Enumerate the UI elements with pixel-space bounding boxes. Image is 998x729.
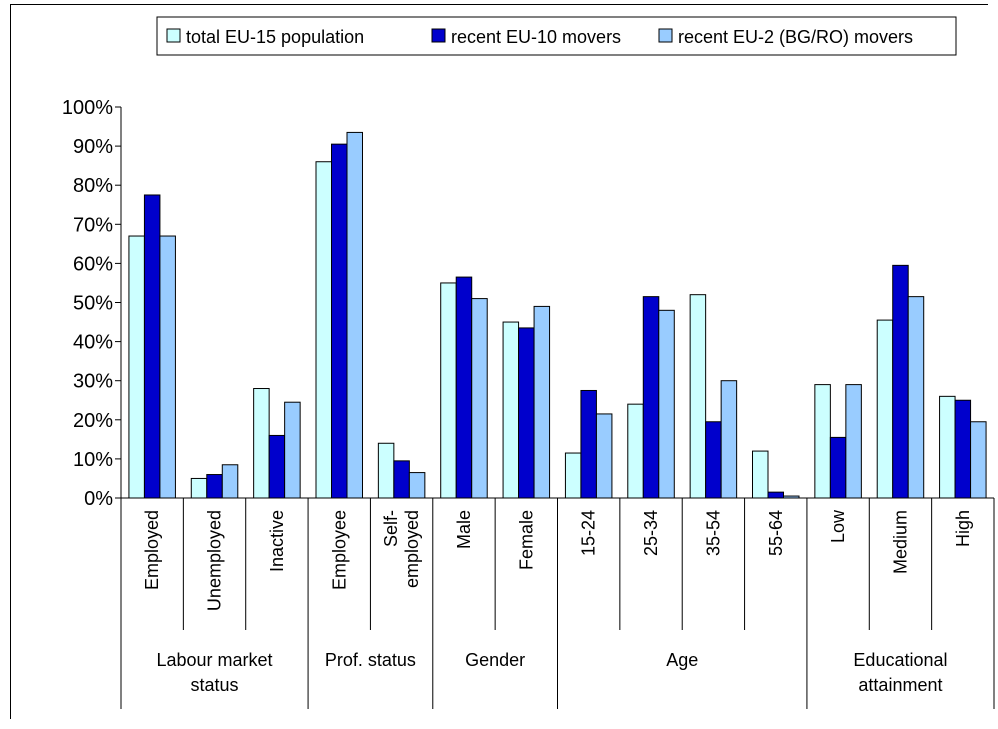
y-tick-label: 100% — [62, 97, 113, 119]
bar-total-eu-15-population-35-54 — [689, 294, 707, 499]
y-tick-label: 0% — [84, 488, 113, 510]
y-tick-label: 50% — [73, 293, 113, 315]
bar-recent-eu-10-movers-inactive — [268, 434, 286, 499]
bar-total-eu-15-population-55-64 — [752, 450, 769, 499]
category-label-25-34: 25-34 — [641, 510, 661, 556]
category-label-self-employed: employed — [402, 510, 422, 588]
bar-total-eu-15-population-male — [440, 282, 457, 499]
bar-recent-eu-10-movers-15-24 — [580, 389, 597, 499]
category-label-inactive: Inactive — [267, 510, 287, 572]
bar-recent-eu-10-movers-high — [954, 399, 972, 499]
bar-recent-eu-10-movers-low — [829, 436, 847, 499]
bar-recent-eu-2-bg-ro-movers-self-employed — [408, 472, 426, 499]
y-tick-label: 10% — [73, 449, 113, 471]
bar-recent-eu-10-movers-55-64 — [767, 491, 784, 499]
y-tick-label: 80% — [73, 175, 113, 197]
bar-recent-eu-10-movers-employee — [331, 143, 348, 499]
bar-recent-eu-10-movers-medium — [892, 264, 909, 499]
bars — [128, 131, 987, 499]
category-label-employed: Employed — [142, 510, 162, 590]
category-label-low: Low — [828, 509, 848, 543]
bar-recent-eu-10-movers-25-34 — [642, 296, 660, 499]
category-label-female: Female — [516, 510, 536, 570]
group-label-educational-attainment: Educational — [853, 650, 947, 670]
bar-total-eu-15-population-medium — [876, 319, 894, 499]
chart-frame — [10, 4, 988, 719]
bar-total-eu-15-population-25-34 — [627, 403, 644, 499]
bar-recent-eu-2-bg-ro-movers-15-24 — [595, 413, 613, 499]
bar-recent-eu-10-movers-male — [455, 276, 473, 499]
bar-recent-eu-10-movers-female — [518, 327, 535, 499]
group-label-labour-market-status: status — [191, 675, 239, 695]
bar-recent-eu-10-movers-employed — [143, 194, 161, 499]
bar-total-eu-15-population-high — [939, 395, 956, 499]
category-label-male: Male — [454, 510, 474, 549]
legend-label-recent-eu-10-movers: recent EU-10 movers — [451, 27, 621, 47]
bar-total-eu-15-population-unemployed — [190, 477, 208, 499]
y-axis: 0% 10% 20% 30% 40% 50% 60% 70% 80% 90% 100% — [62, 97, 122, 510]
bar-recent-eu-2-bg-ro-movers-inactive — [284, 401, 301, 499]
bar-total-eu-15-population-employee — [315, 161, 332, 499]
bar-recent-eu-10-movers-unemployed — [206, 474, 223, 499]
bar-recent-eu-10-movers-35-54 — [705, 421, 722, 499]
bar-recent-eu-2-bg-ro-movers-low — [845, 384, 862, 499]
legend-swatch-total-eu-15-population — [166, 28, 181, 43]
group-label-educational-attainment: attainment — [858, 675, 942, 695]
x-axis: Employed Unemployed Inactive Employee Self-e… — [120, 497, 995, 709]
bar-recent-eu-2-bg-ro-movers-medium — [907, 296, 925, 499]
legend-swatch-recent-eu-2-bg-ro-movers — [658, 28, 673, 43]
legend-swatch-recent-eu-10-movers — [431, 28, 446, 43]
category-label-medium: Medium — [890, 510, 910, 574]
category-label-unemployed: Unemployed — [205, 510, 225, 611]
category-label-self-employed: Self- — [381, 510, 401, 547]
bar-recent-eu-2-bg-ro-movers-employee — [346, 131, 363, 499]
bar-recent-eu-2-bg-ro-movers-25-34 — [658, 309, 675, 499]
category-label-35-54: 35-54 — [703, 510, 723, 556]
group-label-prof-status: Prof. status — [325, 650, 416, 670]
y-tick-label: 30% — [73, 371, 113, 393]
legend-label-recent-eu-2-bg-ro-movers: recent EU-2 (BG/RO) movers — [678, 27, 913, 47]
bar-total-eu-15-population-15-24 — [564, 452, 582, 499]
bar-recent-eu-2-bg-ro-movers-high — [970, 421, 987, 499]
bar-total-eu-15-population-female — [502, 321, 520, 499]
category-label-15-24: 15-24 — [579, 510, 599, 556]
legend-label-total-eu-15-population: total EU-15 population — [186, 27, 364, 47]
y-tick-label: 40% — [73, 332, 113, 354]
category-label-high: High — [953, 510, 973, 547]
group-label-gender: Gender — [465, 650, 525, 670]
y-tick-label: 20% — [73, 410, 113, 432]
bar-recent-eu-2-bg-ro-movers-female — [533, 305, 551, 499]
bar-recent-eu-10-movers-self-employed — [393, 460, 410, 499]
legend-box — [156, 16, 957, 56]
bar-recent-eu-2-bg-ro-movers-male — [471, 298, 488, 499]
bar-total-eu-15-population-employed — [128, 235, 145, 499]
bar-recent-eu-2-bg-ro-movers-unemployed — [221, 464, 239, 499]
bar-recent-eu-2-bg-ro-movers-35-54 — [720, 380, 738, 499]
category-label-55-64: 55-64 — [766, 510, 786, 556]
bar-total-eu-15-population-inactive — [253, 388, 270, 499]
group-label-labour-market-status: Labour market — [157, 650, 273, 670]
category-label-employee: Employee — [329, 510, 349, 590]
group-label-age: Age — [666, 650, 698, 670]
y-tick-label: 60% — [73, 253, 113, 275]
y-tick-label: 70% — [73, 214, 113, 236]
legend: total EU-15 population recent EU-10 mover… — [156, 16, 957, 56]
bar-recent-eu-2-bg-ro-movers-employed — [159, 235, 176, 499]
bar-total-eu-15-population-self-employed — [377, 442, 395, 499]
bar-total-eu-15-population-low — [814, 384, 831, 499]
y-tick-label: 90% — [73, 136, 113, 158]
